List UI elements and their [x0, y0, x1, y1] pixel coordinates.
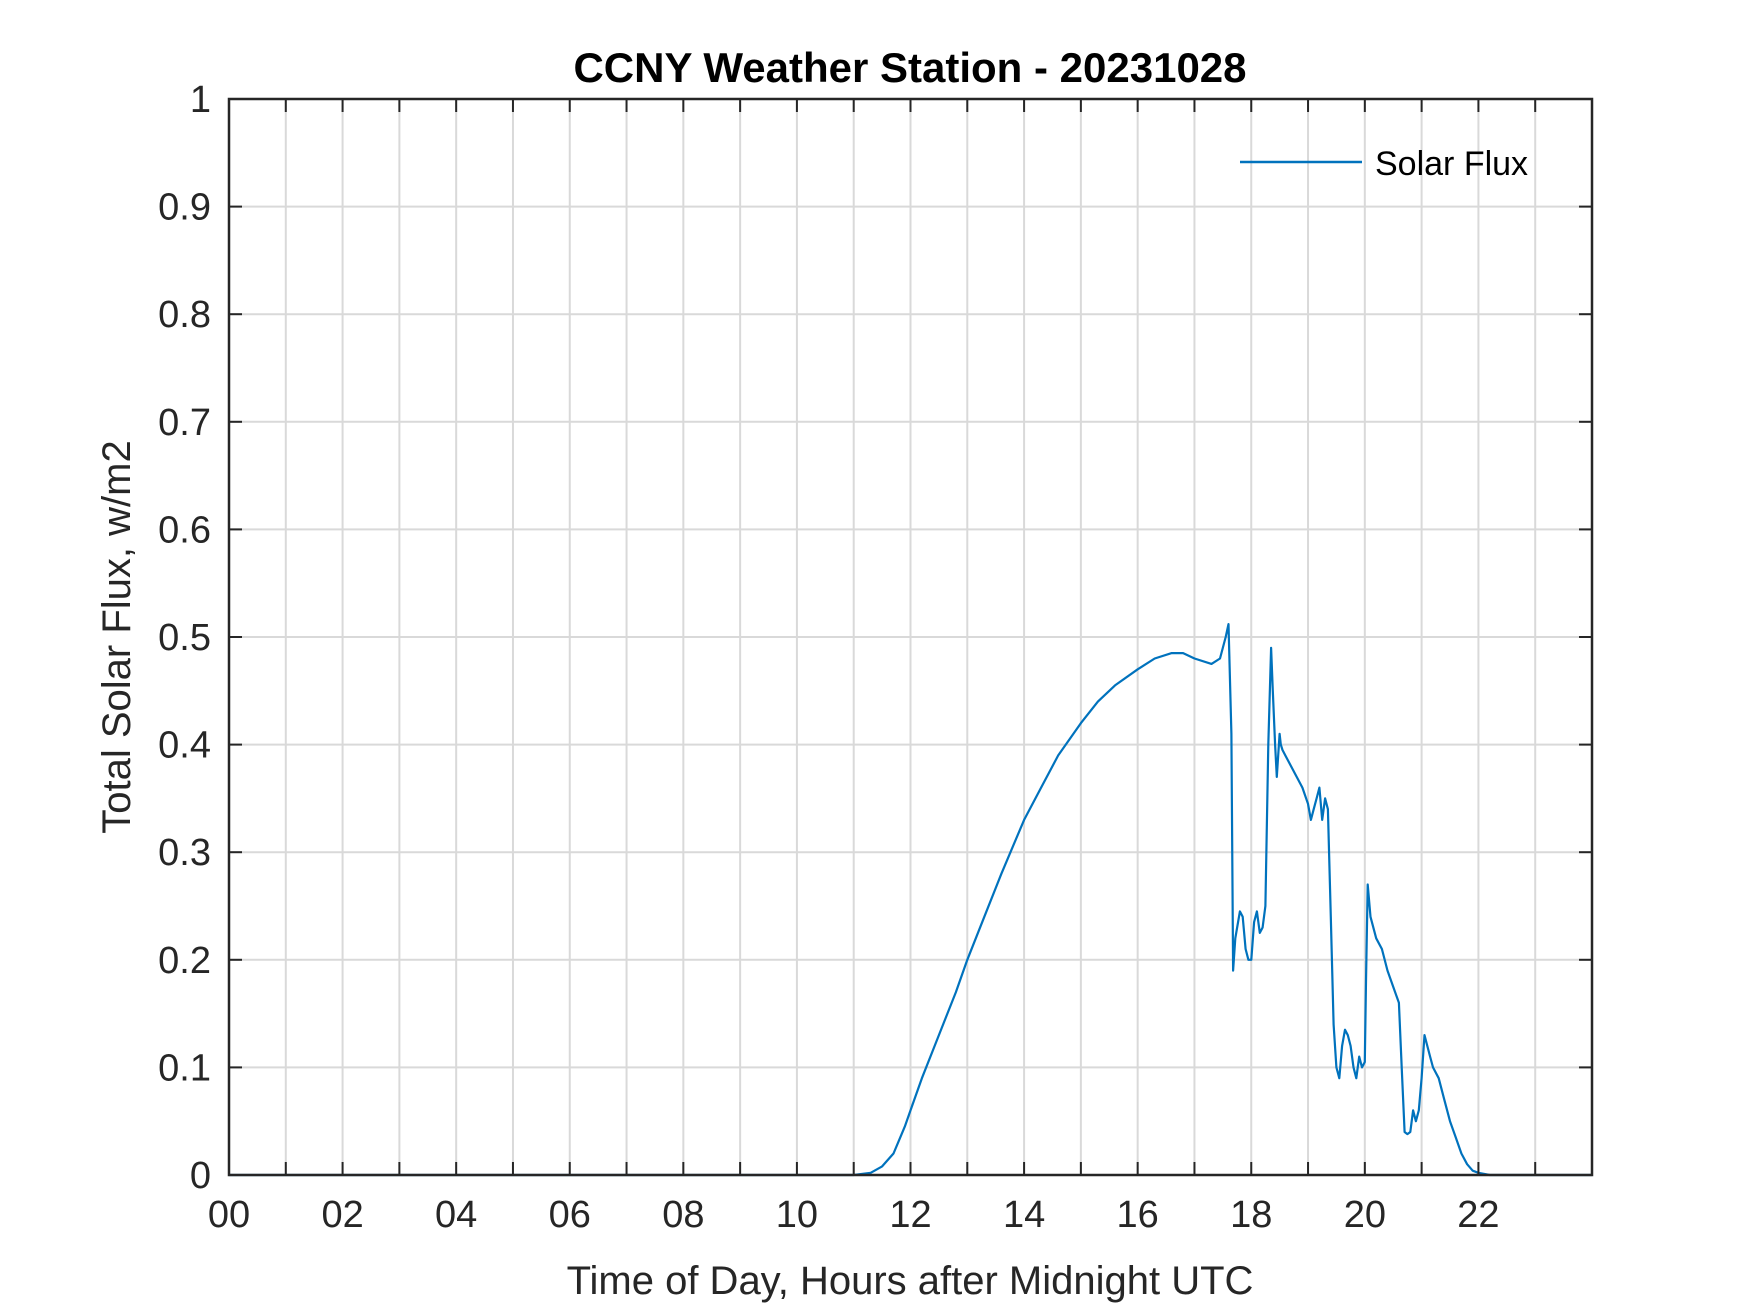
- x-tick-label: 18: [1230, 1194, 1272, 1236]
- y-tick-label: 0.6: [158, 509, 211, 551]
- x-tick-label: 06: [549, 1194, 591, 1236]
- x-tick-label: 20: [1344, 1194, 1386, 1236]
- y-tick-label: 0: [190, 1155, 211, 1197]
- y-tick-label: 0.3: [158, 832, 211, 874]
- x-tick-label: 16: [1117, 1194, 1159, 1236]
- series-line-solar-flux: [229, 622, 1592, 1177]
- y-tick-label: 0.8: [158, 294, 211, 336]
- y-tick-label: 0.5: [158, 617, 211, 659]
- y-tick-label: 1: [190, 79, 211, 121]
- y-tick-label: 0.1: [158, 1047, 211, 1089]
- tick-labels: 0 0.1 0.2 0.3 0.4 0.5 0.6 0.7 0.8 0.9 1 00 02 04 06 08 1…: [158, 79, 1499, 1236]
- y-tick-label: 0.7: [158, 402, 211, 444]
- x-tick-label: 22: [1457, 1194, 1499, 1236]
- legend-label-solar-flux: Solar Flux: [1375, 145, 1528, 183]
- series-layer: [229, 622, 1592, 1177]
- y-axis-label: Total Solar Flux, w/m2: [95, 440, 139, 833]
- x-tick-label: 08: [662, 1194, 704, 1236]
- x-tick-label: 10: [776, 1194, 818, 1236]
- y-tick-label: 0.4: [158, 725, 211, 767]
- tick-marks: [229, 99, 1592, 1175]
- legend: Solar Flux: [1240, 145, 1528, 183]
- y-tick-label: 0.2: [158, 940, 211, 982]
- x-tick-label: 02: [321, 1194, 363, 1236]
- x-tick-label: 12: [889, 1194, 931, 1236]
- y-tick-label: 0.9: [158, 187, 211, 229]
- x-tick-label: 00: [208, 1194, 250, 1236]
- x-tick-label: 04: [435, 1194, 477, 1236]
- grid-lines: [229, 99, 1592, 1175]
- x-axis-label: Time of Day, Hours after Midnight UTC: [567, 1259, 1254, 1303]
- x-tick-label: 14: [1003, 1194, 1045, 1236]
- chart-title: CCNY Weather Station - 20231028: [573, 44, 1246, 91]
